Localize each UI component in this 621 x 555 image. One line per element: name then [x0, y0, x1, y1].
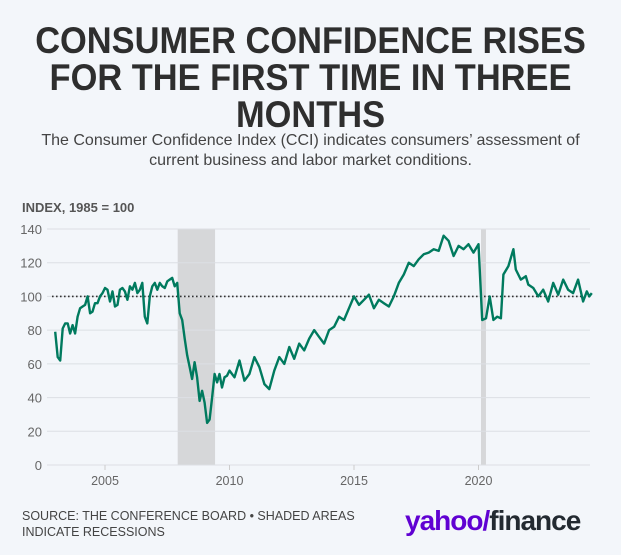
- recession-layer: [177, 229, 486, 465]
- y-tick-label: 40: [28, 391, 42, 406]
- y-tick-labels: 0 20 40 60 80 100 120 140: [20, 222, 42, 473]
- x-tick-label: 2010: [216, 474, 244, 488]
- y-tick-label: 60: [28, 357, 42, 372]
- source-line: SOURCE: THE CONFERENCE BOARD • SHADED AR…: [22, 509, 355, 523]
- chart-subtitle: The Consumer Confidence Index (CCI) indi…: [0, 131, 621, 171]
- x-tick-labels: 2005 2010 2015 2020: [91, 474, 492, 488]
- y-tick-label: 100: [20, 289, 42, 304]
- y-tick-label: 80: [28, 323, 42, 338]
- title-line: MONTHS: [235, 94, 386, 135]
- subtitle-line: The Consumer Confidence Index (CCI) indi…: [41, 132, 580, 149]
- yahoo-finance-logo: yahoo/finance: [405, 505, 581, 537]
- y-tick-label: 140: [20, 222, 42, 237]
- series-layer: [54, 234, 593, 425]
- x-tick-label: 2005: [91, 474, 119, 488]
- source-line: INDICATE RECESSIONS: [22, 525, 165, 539]
- y-tick-label: 120: [20, 256, 42, 271]
- chart-title: CONSUMER CONFIDENCE RISES FOR THE FIRST …: [22, 22, 600, 133]
- logo-bang: /: [482, 505, 490, 536]
- logo-finance: finance: [489, 505, 581, 536]
- recession-band: [177, 229, 216, 465]
- source-note: SOURCE: THE CONFERENCE BOARD • SHADED AR…: [22, 508, 382, 540]
- y-tick-label: 20: [28, 424, 42, 439]
- y-tick-label: 0: [35, 458, 42, 473]
- recession-band: [480, 229, 486, 465]
- grid-layer: [47, 228, 590, 470]
- title-line: FOR THE FIRST TIME IN THREE: [49, 57, 572, 98]
- series-line-cci: [54, 234, 593, 425]
- title-line: CONSUMER CONFIDENCE RISES: [35, 20, 586, 61]
- x-tick-label: 2015: [340, 474, 368, 488]
- y-axis-label: INDEX, 1985 = 100: [22, 200, 135, 215]
- logo-yahoo: yahoo: [405, 505, 483, 536]
- x-tick-label: 2020: [465, 474, 493, 488]
- subtitle-line: current business and labor market condit…: [149, 152, 472, 169]
